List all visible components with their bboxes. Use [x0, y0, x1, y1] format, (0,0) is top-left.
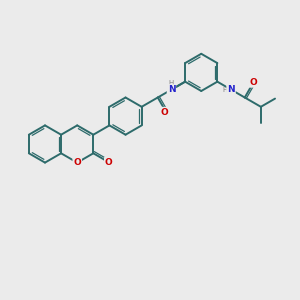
- Text: O: O: [105, 158, 113, 167]
- Text: H: H: [169, 80, 174, 86]
- Text: H: H: [222, 87, 227, 93]
- Text: N: N: [168, 85, 175, 94]
- Text: O: O: [160, 108, 168, 117]
- Text: O: O: [250, 78, 257, 87]
- Text: O: O: [73, 158, 81, 167]
- Text: N: N: [227, 85, 235, 94]
